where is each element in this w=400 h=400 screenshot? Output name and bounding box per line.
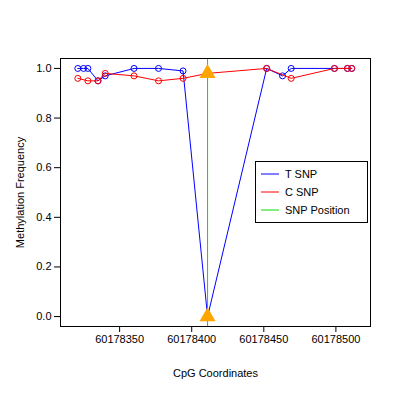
svg-text:1.0: 1.0 <box>36 62 51 74</box>
svg-text:60178400: 60178400 <box>167 333 216 345</box>
svg-text:Methylation Frequency: Methylation Frequency <box>14 136 26 248</box>
svg-text:T SNP: T SNP <box>285 168 317 180</box>
svg-text:60178500: 60178500 <box>311 333 360 345</box>
svg-text:0.0: 0.0 <box>36 310 51 322</box>
svg-text:SNP Position: SNP Position <box>285 204 350 216</box>
svg-text:CpG Coordinates: CpG Coordinates <box>173 367 258 379</box>
svg-text:0.8: 0.8 <box>36 112 51 124</box>
svg-text:0.6: 0.6 <box>36 161 51 173</box>
svg-text:0.2: 0.2 <box>36 260 51 272</box>
svg-text:0.4: 0.4 <box>36 211 51 223</box>
svg-text:C SNP: C SNP <box>285 186 319 198</box>
svg-text:60178450: 60178450 <box>239 333 288 345</box>
svg-text:60178350: 60178350 <box>95 333 144 345</box>
